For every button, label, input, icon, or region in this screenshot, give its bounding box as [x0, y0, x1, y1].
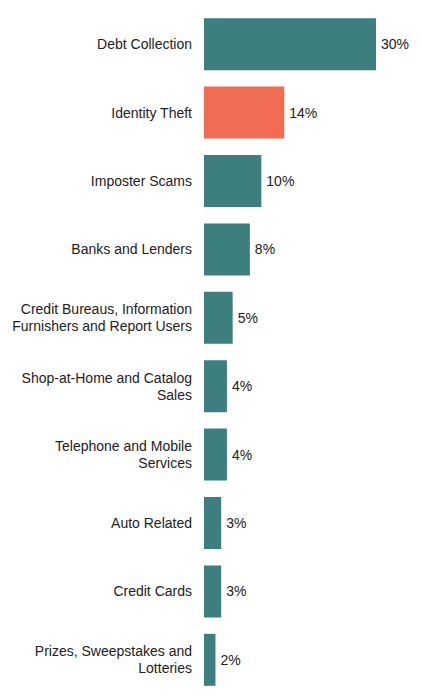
svg-text:3%: 3% — [226, 515, 246, 531]
svg-text:Banks and Lenders: Banks and Lenders — [71, 241, 192, 257]
svg-text:10%: 10% — [266, 173, 294, 189]
svg-text:Auto Related: Auto Related — [111, 515, 192, 531]
svg-text:Shop-at-Home and CatalogSales: Shop-at-Home and CatalogSales — [22, 370, 192, 403]
svg-text:30%: 30% — [381, 36, 409, 52]
svg-text:4%: 4% — [232, 447, 252, 463]
svg-text:Imposter Scams: Imposter Scams — [91, 173, 192, 189]
svg-text:5%: 5% — [238, 310, 258, 326]
svg-text:Credit Cards: Credit Cards — [113, 583, 192, 599]
svg-text:Credit Bureaus, InformationFur: Credit Bureaus, InformationFurnishers an… — [12, 301, 192, 334]
svg-text:2%: 2% — [220, 652, 240, 668]
svg-text:Identity Theft: Identity Theft — [111, 105, 192, 121]
svg-text:8%: 8% — [255, 241, 275, 257]
svg-text:Telephone and MobileServices: Telephone and MobileServices — [55, 438, 192, 471]
svg-text:4%: 4% — [232, 378, 252, 394]
svg-text:Prizes, Sweepstakes andLotteri: Prizes, Sweepstakes andLotteries — [35, 643, 192, 676]
svg-text:3%: 3% — [226, 583, 246, 599]
svg-text:Debt Collection: Debt Collection — [97, 36, 192, 52]
svg-text:14%: 14% — [289, 105, 317, 121]
